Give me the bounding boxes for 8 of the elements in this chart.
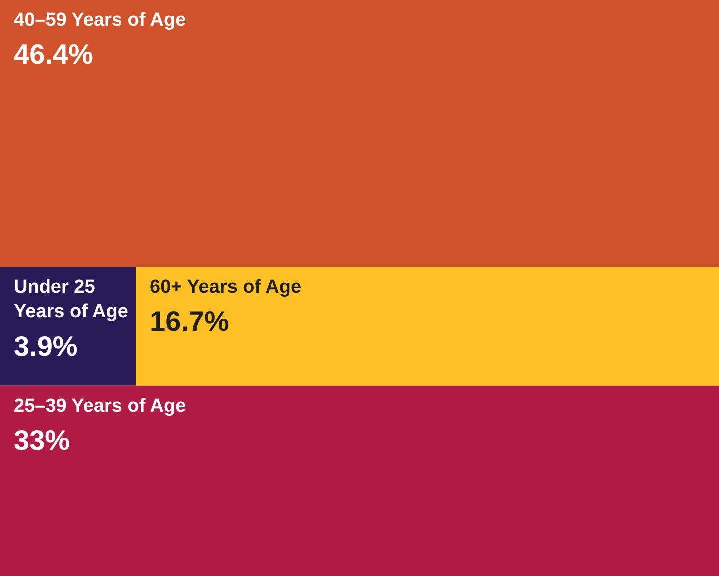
category-label: 40–59 Years of Age — [14, 10, 186, 31]
category-label: Under 25 Years of Age — [14, 277, 128, 323]
data-label: 33% — [14, 425, 70, 456]
data-label: 46.4% — [14, 39, 94, 70]
category-label: 60+ Years of Age — [150, 277, 302, 298]
data-label: 16.7% — [150, 306, 230, 337]
data-label: 3.9% — [14, 331, 78, 362]
category-label: 25–39 Years of Age — [14, 396, 186, 417]
